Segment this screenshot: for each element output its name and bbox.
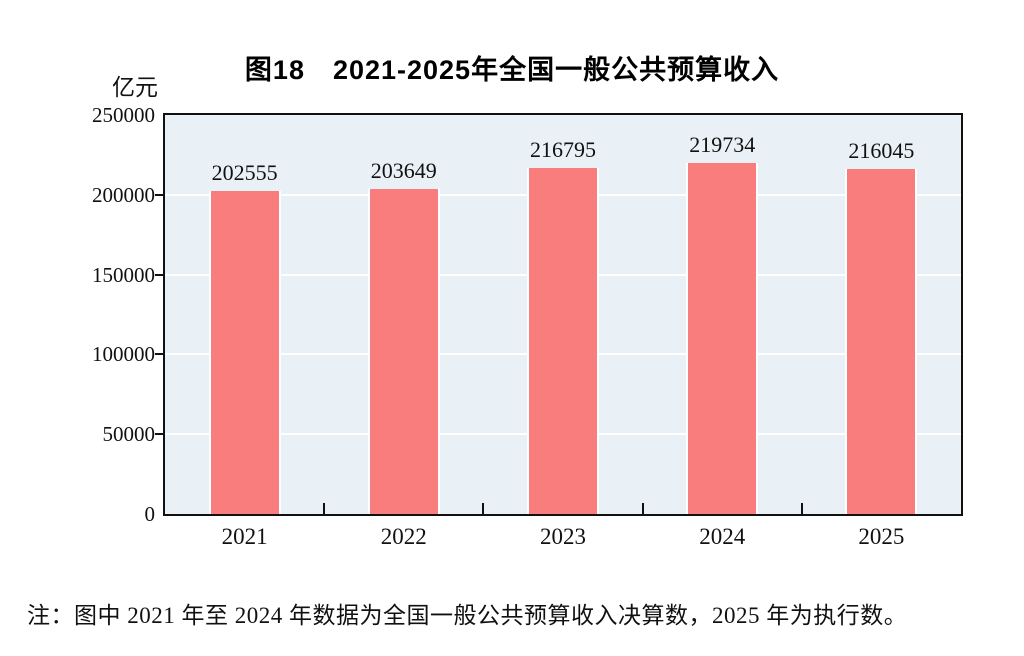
x-tick-mark [482,503,485,514]
x-tick-mark [323,503,326,514]
bar-2021 [208,190,281,514]
y-tick-label-150000: 150000 [92,262,155,287]
bar-2024 [686,163,759,514]
bar-2023 [527,168,599,514]
y-tick-label-0: 0 [144,502,156,526]
y-tick-label-100000: 100000 [92,342,155,367]
x-tick-mark [641,503,644,514]
x-tick-label-2024: 2024 [699,524,746,549]
x-tick-mark [800,503,803,514]
bar-2025 [845,169,918,514]
bar-value-label-2025: 216045 [848,138,915,164]
bar-2022 [367,188,440,514]
footnote: 注：图中 2021 年至 2024 年数据为全国一般公共预算收入决算数，2025… [27,603,908,628]
y-tick-label-50000: 50000 [102,422,156,447]
x-tick-label-2021: 2021 [221,524,268,549]
x-tick-label-2025: 2025 [858,524,905,549]
plot-area: 202555 203649 216795 219734 216045 [163,113,963,516]
bar-value-label-2024: 219734 [689,132,756,158]
y-tick-mark [155,273,163,276]
y-tick-mark [155,353,163,356]
plot-inner: 202555 203649 216795 219734 216045 [165,115,961,514]
bar-value-label-2022: 203649 [370,157,437,183]
x-tick-label-2023: 2023 [540,524,586,549]
bar-value-label-2023: 216795 [530,137,596,162]
x-tick-label-2022: 2022 [380,524,427,549]
y-tick-mark [155,193,163,196]
y-tick-mark [155,433,163,436]
chart-title: 图18 2021-2025年全国一般公共预算收入 [244,55,780,85]
y-tick-label-250000: 250000 [92,103,155,127]
bar-value-label-2021: 202555 [211,159,278,185]
y-axis-unit-label: 亿元 [112,75,158,100]
y-tick-label-200000: 200000 [92,182,155,207]
